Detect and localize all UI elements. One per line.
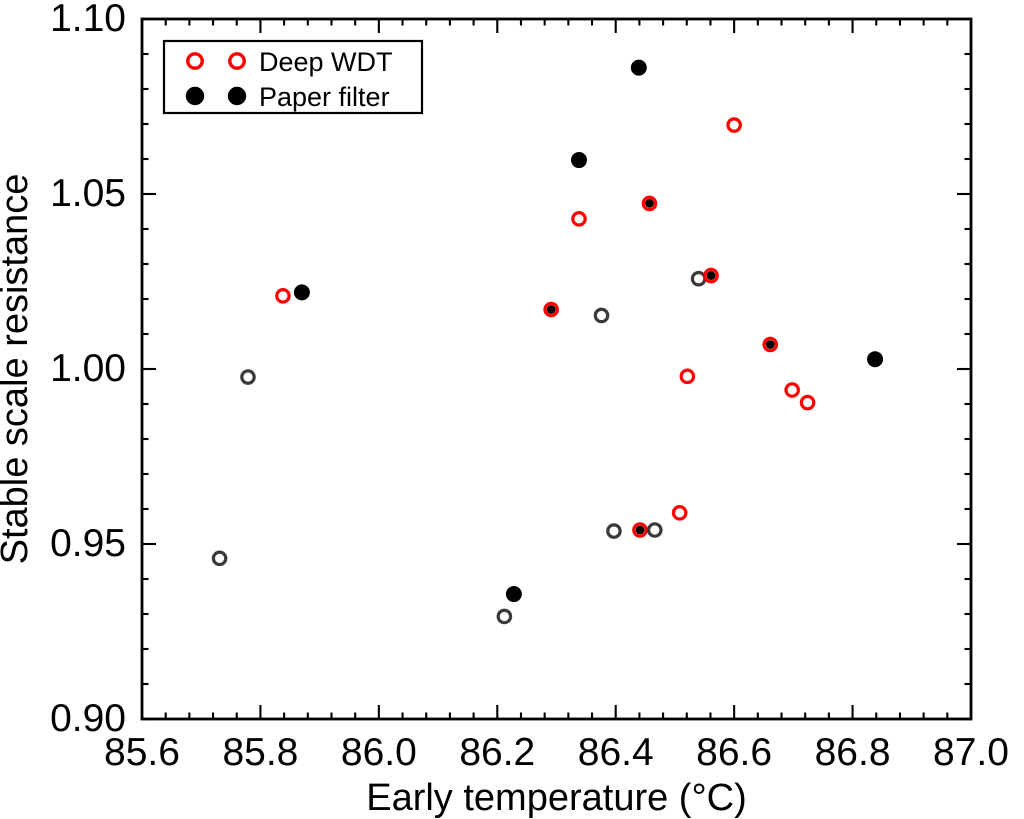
- svg-text:Deep WDT: Deep WDT: [259, 47, 393, 77]
- svg-text:0.95: 0.95: [50, 522, 126, 565]
- svg-text:87.0: 87.0: [933, 731, 1009, 774]
- svg-text:86.6: 86.6: [696, 731, 772, 774]
- svg-text:85.8: 85.8: [222, 731, 298, 774]
- svg-text:86.2: 86.2: [459, 731, 535, 774]
- svg-text:Paper filter: Paper filter: [259, 82, 390, 112]
- svg-text:0.90: 0.90: [50, 697, 126, 740]
- svg-text:86.8: 86.8: [815, 731, 891, 774]
- svg-text:Early temperature (°C): Early temperature (°C): [366, 777, 747, 819]
- svg-text:1.05: 1.05: [50, 172, 126, 215]
- svg-text:86.4: 86.4: [578, 731, 654, 774]
- svg-text:Stable scale resistance: Stable scale resistance: [0, 174, 36, 565]
- svg-text:1.00: 1.00: [50, 347, 126, 390]
- svg-text:86.0: 86.0: [341, 731, 417, 774]
- svg-text:1.10: 1.10: [50, 0, 126, 40]
